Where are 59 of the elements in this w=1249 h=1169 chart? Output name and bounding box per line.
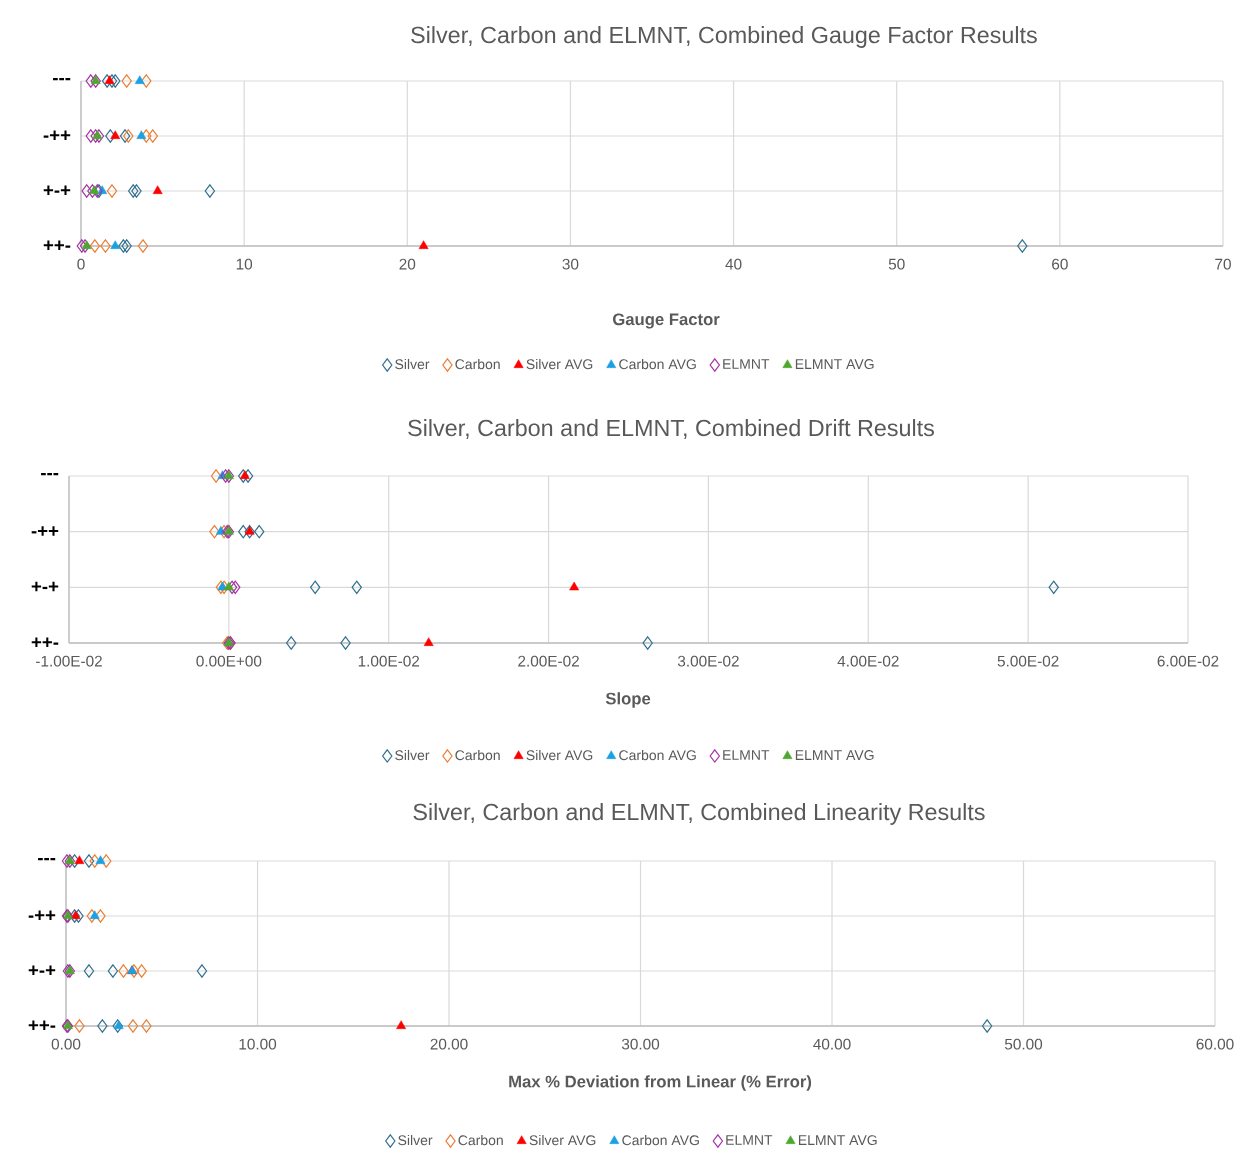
legend-label: Carbon	[455, 358, 500, 370]
x-tick-label: 30.00	[621, 1038, 660, 1050]
legend-label: ELMNT AVG	[798, 1135, 877, 1146]
x-tick-label: 60.00	[1196, 1038, 1234, 1050]
x-tick-label: 6.00E-02	[1157, 655, 1219, 667]
legend-label: Carbon AVG	[619, 358, 696, 370]
x-tick-label: 0.00	[51, 1038, 81, 1050]
legend-label: Silver AVG	[529, 1134, 596, 1146]
x-tick-label: 0	[77, 258, 85, 270]
x-tick-label: 2.00E-02	[518, 655, 579, 667]
legend-label: ELMNT	[723, 359, 770, 369]
legend-label: ELMNT AVG	[795, 359, 874, 370]
legend-label: Carbon AVG	[619, 749, 696, 761]
x-tick-label: 40	[725, 258, 742, 270]
chart-title: Silver, Carbon and ELMNT, Combined Linearity Results	[413, 803, 985, 825]
y-tick-label: ---	[53, 78, 71, 81]
x-tick-label: 5.00E-02	[997, 655, 1059, 667]
x-tick-label: 40.00	[813, 1038, 851, 1050]
x-tick-label: 1.00E-02	[358, 655, 420, 667]
legend-label: Silver	[395, 358, 430, 370]
x-tick-label: 70	[1215, 258, 1231, 270]
x-tick-label: 50.00	[1004, 1038, 1043, 1050]
legend-label: Silver	[398, 1134, 433, 1146]
y-tick-label: -++	[43, 130, 71, 141]
y-tick-label: ++-	[43, 240, 71, 251]
legend-label: Silver AVG	[526, 749, 593, 761]
x-tick-label: 20	[399, 258, 416, 270]
x-tick-label: 4.00E-02	[837, 655, 899, 667]
x-axis-title: Gauge Factor	[613, 313, 720, 329]
x-tick-label: 60	[1052, 258, 1068, 270]
y-tick-label: +-+	[43, 185, 71, 196]
y-tick-label: +-+	[28, 965, 56, 976]
x-tick-label: 30	[562, 258, 579, 270]
legend-label: Carbon AVG	[622, 1134, 699, 1146]
y-tick-label: -++	[31, 526, 59, 536]
x-tick-label: 10.00	[239, 1038, 277, 1050]
x-tick-label: 50	[888, 258, 905, 270]
y-tick-label: ---	[41, 473, 59, 476]
chart-title: Silver, Carbon and ELMNT, Combined Gauge Factor Results	[411, 26, 1037, 48]
x-tick-label: -1.00E-02	[36, 655, 102, 667]
x-tick-label: 3.00E-02	[677, 655, 739, 667]
x-tick-label: 10	[236, 258, 253, 270]
legend-label: Carbon	[455, 749, 500, 761]
chart-title: Silver, Carbon and ELMNT, Combined Drift Results	[408, 419, 934, 439]
legend-label: ELMNT	[723, 750, 770, 760]
y-tick-label: ++-	[31, 637, 59, 648]
y-tick-label: -++	[28, 910, 56, 921]
x-tick-label: 20.00	[430, 1038, 468, 1050]
legend-label: Silver AVG	[526, 358, 593, 370]
legend-label: Silver	[395, 749, 430, 761]
y-tick-label: ---	[38, 858, 56, 861]
x-axis-title: Max % Deviation from Linear (% Error)	[509, 1075, 812, 1091]
x-axis-title: Slope	[605, 692, 651, 708]
legend-label: ELMNT	[726, 1135, 773, 1145]
y-tick-label: ++-	[28, 1020, 56, 1031]
legend-label: ELMNT AVG	[795, 750, 874, 761]
x-tick-label: 0.00E+00	[196, 655, 262, 667]
y-tick-label: +-+	[31, 581, 59, 592]
legend-label: Carbon	[458, 1134, 503, 1146]
